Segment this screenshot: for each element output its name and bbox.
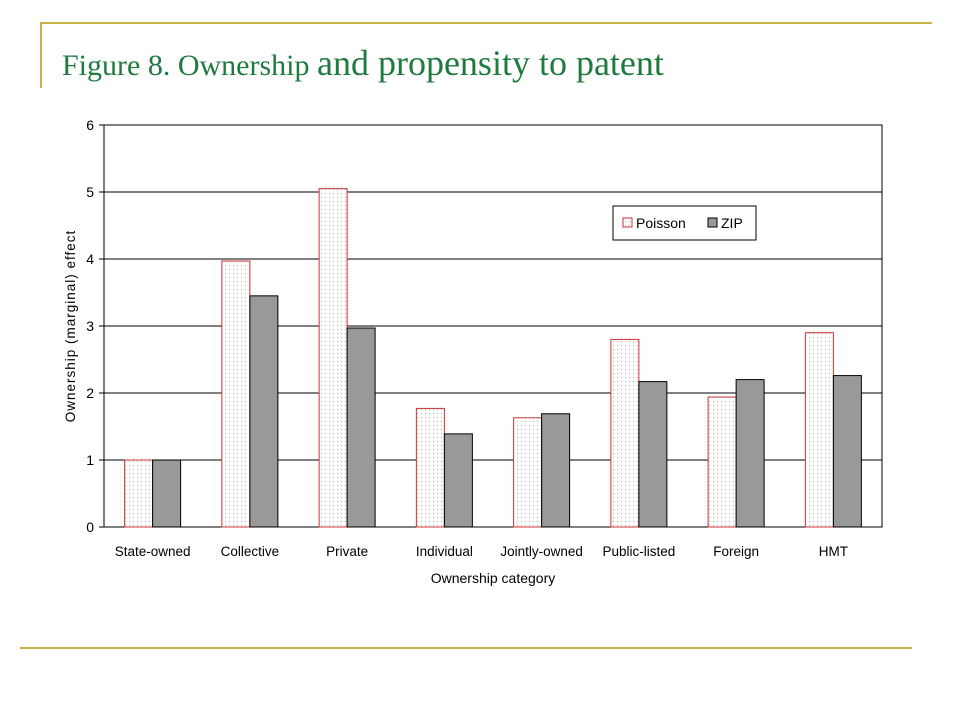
y-tick-label: 6 xyxy=(86,117,94,133)
bar-poisson-individual xyxy=(415,407,445,528)
x-tick-label: HMT xyxy=(819,544,848,559)
x-axis-ticks: State-owned Collective Private Individual Jo… xyxy=(115,544,848,559)
bar-zip-hmt xyxy=(832,375,862,528)
y-tick-label: 2 xyxy=(86,385,94,401)
legend-label-zip: ZIP xyxy=(721,215,743,231)
slide-title: Figure 8. Ownership and propensity to pa… xyxy=(62,42,664,84)
bar-zip-foreign xyxy=(735,379,765,528)
y-axis-title: Ownership (marginal) effect xyxy=(63,230,78,423)
bar-zip-public-listed xyxy=(638,381,668,528)
slide-title-part-1: Figure 8. Ownership xyxy=(62,49,317,82)
y-tick-label: 4 xyxy=(86,251,94,267)
y-tick-label: 1 xyxy=(86,452,94,468)
bar-zip-jointly-owned xyxy=(541,413,571,528)
legend-swatch-poisson xyxy=(622,217,633,228)
x-tick-label: Public-listed xyxy=(602,544,675,559)
x-tick-label: Jointly-owned xyxy=(500,544,583,559)
x-axis-title: Ownership category xyxy=(431,570,556,586)
y-tick-label: 5 xyxy=(86,184,94,200)
bar-zip-individual xyxy=(443,433,473,528)
bar-poisson-collective xyxy=(221,260,251,528)
y-axis-ticks: 0 1 2 3 4 5 6 xyxy=(86,117,104,535)
bar-poisson-public-listed xyxy=(610,338,640,528)
gridlines xyxy=(104,191,882,461)
bar-poisson-jointly-owned xyxy=(513,417,543,528)
bar-poisson-private xyxy=(318,188,348,528)
y-tick-label: 0 xyxy=(86,519,94,535)
x-tick-label: Private xyxy=(326,544,368,559)
bar-zip-state-owned xyxy=(152,459,182,528)
x-tick-label: Individual xyxy=(416,544,473,559)
slide-title-part-2: and propensity to patent xyxy=(316,43,664,83)
legend-swatch-zip xyxy=(707,217,718,228)
legend: Poisson ZIP xyxy=(612,205,757,241)
legend-box xyxy=(612,205,757,241)
bar-zip-collective xyxy=(249,295,279,528)
x-tick-label: State-owned xyxy=(115,544,191,559)
bottom-rule xyxy=(20,647,912,649)
bar-poisson-foreign xyxy=(707,396,737,528)
bar-poisson-state-owned xyxy=(124,459,154,528)
left-rule xyxy=(40,22,42,88)
x-tick-label: Collective xyxy=(221,544,280,559)
x-tick-label: Foreign xyxy=(713,544,759,559)
legend-label-poisson: Poisson xyxy=(636,215,686,231)
top-rule xyxy=(40,22,932,24)
y-tick-label: 3 xyxy=(86,318,94,334)
bar-zip-private xyxy=(346,327,376,528)
bars xyxy=(124,188,862,528)
bar-poisson-hmt xyxy=(804,332,834,528)
